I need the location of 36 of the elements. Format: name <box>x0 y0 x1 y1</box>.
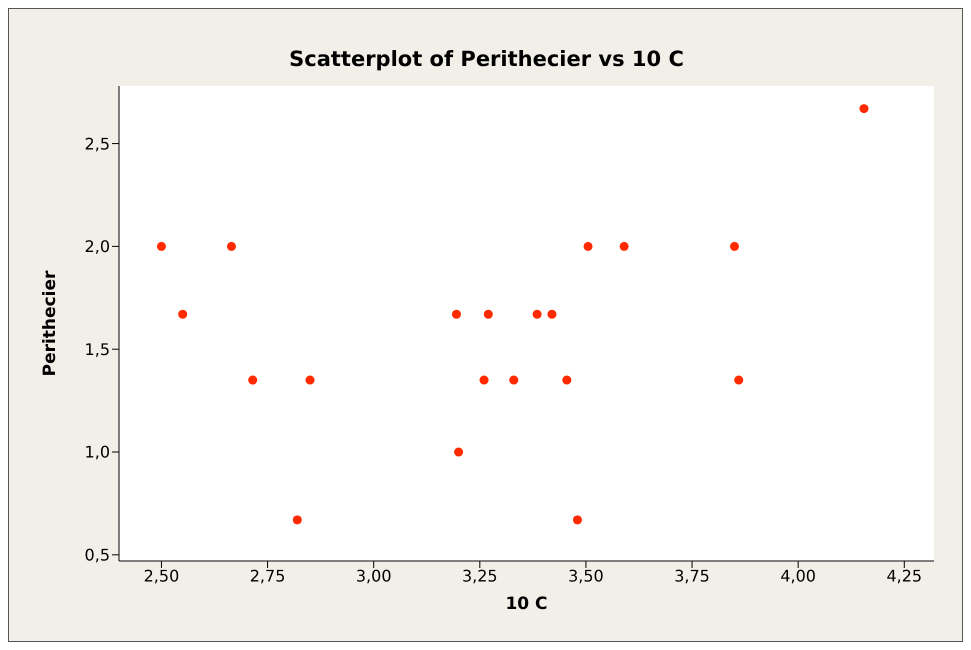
x-tick-label: 4,25 <box>886 566 922 586</box>
x-tick-label: 2,50 <box>144 566 180 586</box>
x-tick-label: 3,25 <box>462 566 498 586</box>
point <box>572 515 582 524</box>
point <box>532 310 542 319</box>
point <box>178 310 188 319</box>
point <box>156 242 166 251</box>
point <box>292 515 302 524</box>
point <box>452 310 461 319</box>
point <box>547 310 556 319</box>
point <box>454 448 464 457</box>
point <box>484 310 493 319</box>
point <box>859 104 868 114</box>
point <box>730 242 740 251</box>
chart-title: Scatterplot of Perithecier vs 10 C <box>288 47 685 71</box>
y-tick-label: 2,5 <box>84 134 110 154</box>
x-axis-title: 10 C <box>505 594 548 614</box>
point <box>226 242 236 251</box>
y-tick-label: 0,5 <box>84 546 110 565</box>
point <box>306 376 315 385</box>
x-tick-label: 3,00 <box>356 566 392 586</box>
point <box>620 242 629 251</box>
point <box>562 376 572 385</box>
y-tick-label: 2,0 <box>84 237 110 256</box>
y-tick-label: 1,0 <box>84 442 110 462</box>
x-tick-label: 2,75 <box>250 566 286 586</box>
point <box>248 376 258 385</box>
point <box>734 376 744 385</box>
point <box>584 242 593 251</box>
y-tick-label: 1,5 <box>84 340 110 359</box>
point <box>480 376 489 385</box>
point <box>509 376 518 385</box>
x-tick-label: 3,50 <box>568 566 604 586</box>
x-tick-label: 3,75 <box>674 566 710 586</box>
x-tick-label: 4,00 <box>780 566 816 586</box>
y-axis-title: Perithecier <box>40 270 60 376</box>
